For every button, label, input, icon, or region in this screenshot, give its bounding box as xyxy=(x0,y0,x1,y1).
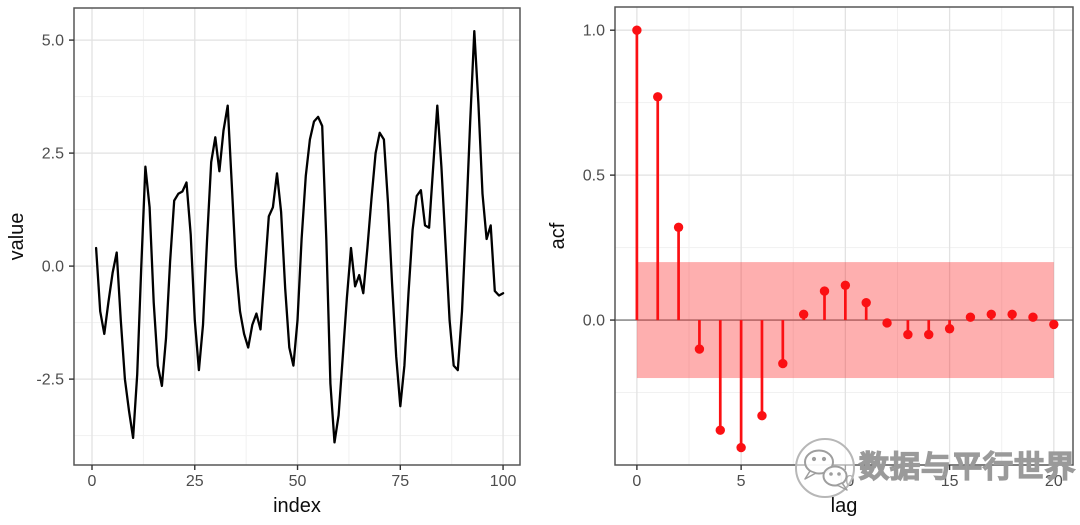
acf-point xyxy=(694,344,705,354)
axis-ticks: 0 5 10 15 20 0.0 0.5 1.0 xyxy=(583,23,1063,490)
y-tick-label: -2.5 xyxy=(36,372,64,389)
acf-point xyxy=(736,442,746,453)
acf-point xyxy=(653,92,663,102)
acf-point xyxy=(632,25,642,35)
acf-point xyxy=(757,411,767,421)
value-series-plot: 0 25 50 75 100 -2.5 0.0 2.5 5.0 index value xyxy=(6,7,521,517)
acf-point xyxy=(1028,312,1038,322)
y-axis-title: value xyxy=(6,213,28,261)
gridlines-major xyxy=(74,8,520,465)
x-tick-label: 0 xyxy=(88,473,97,490)
y-tick-label: 0.0 xyxy=(42,259,64,276)
x-tick-label: 50 xyxy=(289,473,307,490)
acf-point xyxy=(944,324,955,334)
y-tick-label: 1.0 xyxy=(583,23,605,40)
y-tick-label: 0.0 xyxy=(583,313,605,330)
acf-point xyxy=(673,222,684,233)
y-tick-label: 0.5 xyxy=(583,168,605,185)
gridlines-minor xyxy=(615,7,1073,465)
acf-point xyxy=(798,309,809,319)
acf-point xyxy=(819,286,830,296)
x-tick-label: 75 xyxy=(391,473,409,490)
acf-point xyxy=(903,329,913,340)
acf-point xyxy=(1007,309,1017,319)
y-tick-label: 2.5 xyxy=(42,146,64,163)
axis-ticks: 0 25 50 75 100 -2.5 0.0 2.5 5.0 xyxy=(36,33,516,490)
acf-plot: 0 5 10 15 20 0.0 0.5 1.0 lag acf xyxy=(547,6,1074,517)
acf-point xyxy=(965,312,976,322)
value-series-line xyxy=(94,29,505,444)
acf-point xyxy=(861,297,871,308)
x-tick-label: 0 xyxy=(632,473,641,490)
x-tick-label: 100 xyxy=(490,473,517,490)
y-axis-title: acf xyxy=(547,222,569,249)
x-tick-label: 15 xyxy=(941,473,959,490)
acf-point xyxy=(1049,319,1059,330)
x-tick-label: 10 xyxy=(836,473,854,490)
y-tick-label: 5.0 xyxy=(42,33,64,50)
acf-point xyxy=(882,318,892,328)
panel-background xyxy=(615,7,1073,465)
x-tick-label: 5 xyxy=(737,473,746,490)
x-axis-title: index xyxy=(273,495,321,517)
x-tick-label: 20 xyxy=(1045,473,1063,490)
acf-point xyxy=(840,280,851,290)
acf-points xyxy=(632,25,1059,453)
x-axis-title: lag xyxy=(831,495,858,517)
x-tick-label: 25 xyxy=(186,473,204,490)
acf-point xyxy=(778,358,788,369)
acf-point xyxy=(924,329,934,340)
acf-point xyxy=(986,309,996,319)
acf-point xyxy=(715,425,725,435)
